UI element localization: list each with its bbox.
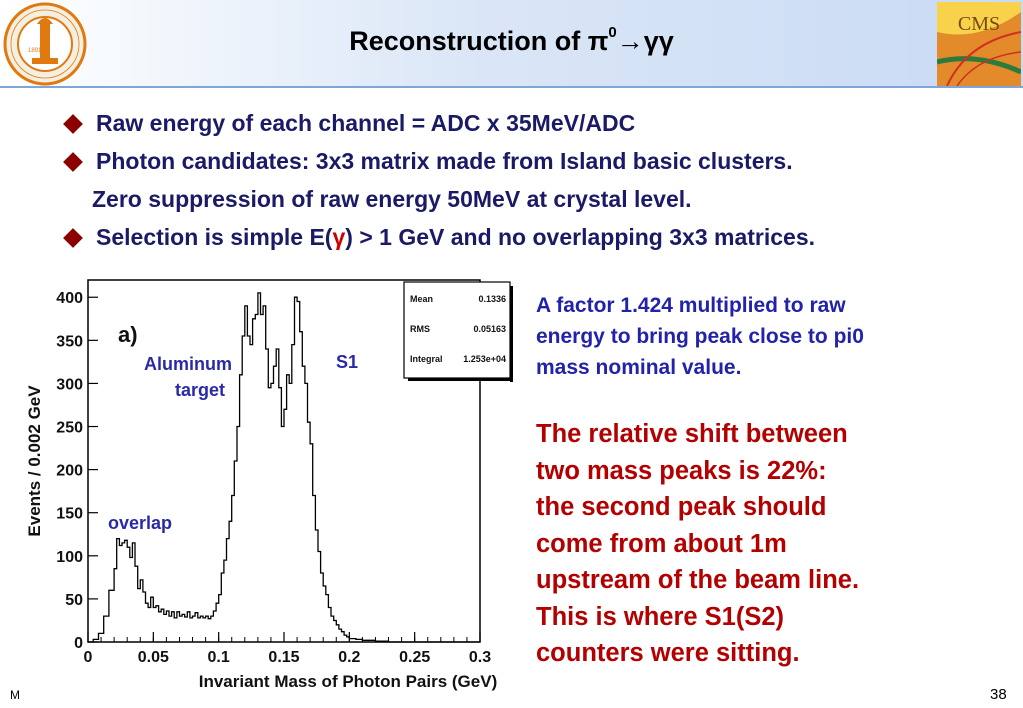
note-line: mass nominal value. [536,356,742,379]
bullet-text: Photon candidates: 3x3 matrix made from … [96,148,793,174]
gamma-symbol: γ [332,224,346,250]
x-tick-label: 0.15 [268,649,299,666]
stats-box [403,281,511,379]
bullet-text: Zero suppression of raw energy 50MeV at … [92,186,692,212]
y-tick-label: 150 [56,506,83,523]
stats-value: 0.05163 [473,324,506,334]
y-tick-label: 250 [56,420,83,437]
diamond-bullet-icon [63,114,83,134]
y-tick-label: 100 [56,549,83,566]
bullet-item: Photon candidates: 3x3 matrix made from … [62,142,1002,180]
footer-label: M [10,688,20,702]
header-divider [0,86,1023,88]
bullet-continuation: Zero suppression of raw energy 50MeV at … [62,180,1002,218]
seal-year: 1891 [28,48,42,54]
stats-box-shadow [510,286,513,382]
histogram-line [88,292,480,643]
y-tick-label: 200 [56,463,83,480]
note-line: come from about 1m [536,529,787,558]
cms-logo: CMS [937,2,1021,86]
calibration-note: A factor 1.424 multiplied to raw energy … [536,290,996,383]
note-line: the second peak should [536,493,827,521]
x-tick-label: 0.1 [208,649,230,666]
bullet-text: Selection is simple E( [96,224,333,250]
title-superscript: 0 [608,24,617,41]
stats-box-shadow [408,378,513,381]
note-line: two mass peaks is 22%: [536,456,827,485]
bullet-text: ) > 1 GeV and no overlapping 3x3 matrice… [345,224,816,250]
diamond-bullet-icon [63,228,83,248]
title-text: Reconstruction of π [349,26,609,56]
slide-header [0,0,1023,86]
stats-label: RMS [410,324,430,334]
annotation-aluminum: Aluminum [144,354,232,374]
x-tick-label: 0.2 [338,649,360,666]
annotation-overlap: overlap [108,513,172,533]
note-line: The relative shift between [536,420,848,448]
stats-label: Integral [410,354,443,364]
stats-value: 0.1336 [478,294,506,304]
x-tick-label: 0.3 [469,649,491,666]
panel-label: a) [118,322,138,347]
annotation-s1: S1 [336,352,358,372]
x-tick-label: 0 [84,649,93,666]
bullet-item: Raw energy of each channel = ADC x 35MeV… [62,104,1002,142]
stats-label: Mean [410,294,433,304]
caltech-seal-logo: 1891 [3,2,87,86]
note-line: counters were sitting. [536,639,800,667]
page-number: 38 [990,686,1007,703]
x-axis-label: Invariant Mass of Photon Pairs (GeV) [199,672,498,691]
y-tick-label: 350 [56,333,83,350]
cms-logo-text: CMS [958,13,1000,35]
x-tick-label: 0.25 [399,649,430,666]
invariant-mass-histogram: 0 50 100 150 200 250 300 350 400 0 0.05 0.1 0.15 0.2 0… [25,279,513,691]
title-suffix: →γγ [616,26,674,56]
bullet-list: Raw energy of each channel = ADC x 35MeV… [62,104,1002,256]
note-line: A factor 1.424 multiplied to raw [536,294,846,317]
note-line: This is where S1(S2) [536,602,785,631]
x-tick-label: 0.05 [138,649,169,666]
stats-value: 1.253e+04 [463,354,506,364]
y-tick-label: 400 [56,290,83,307]
bullet-text: Raw energy of each channel = ADC x 35MeV… [96,110,636,136]
note-line: upstream of the beam line. [536,566,860,594]
slide-title: Reconstruction of π0→γγ [0,24,1023,57]
y-tick-label: 300 [56,376,83,393]
shift-explanation: The relative shift between two mass peak… [536,416,1006,672]
diamond-bullet-icon [63,152,83,172]
bullet-item: Selection is simple E(γ) > 1 GeV and no … [62,218,1002,256]
y-axis-label: Events / 0.002 GeV [25,385,44,537]
y-tick-label: 50 [65,592,83,609]
annotation-target: target [175,380,225,400]
note-line: energy to bring peak close to pi0 [536,325,864,348]
y-tick-label: 0 [74,635,83,652]
